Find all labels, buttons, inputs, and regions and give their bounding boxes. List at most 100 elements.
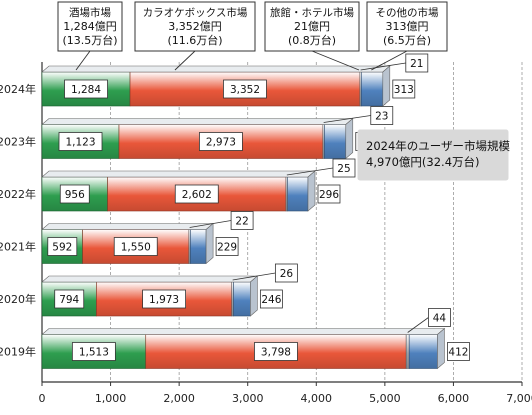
value-label: 592 xyxy=(52,242,72,254)
value-label-box xyxy=(58,132,103,151)
value-label-box xyxy=(215,237,239,256)
legend-leader xyxy=(174,50,196,71)
value-label-box xyxy=(274,263,298,283)
value-label: 21 xyxy=(410,58,423,70)
value-label-box xyxy=(230,211,254,230)
legend-leader xyxy=(311,50,360,71)
bar-2 xyxy=(405,334,410,369)
bar-3 xyxy=(287,176,309,212)
x-tick-label: 5,000 xyxy=(369,392,401,405)
bar-3 xyxy=(361,71,384,107)
x-tick-label: 4,000 xyxy=(301,392,333,405)
y-tick-label: 2022年 xyxy=(0,187,36,201)
legend-leader xyxy=(371,50,408,71)
y-tick-label: 2019年 xyxy=(0,345,36,359)
value-label: 313 xyxy=(394,84,414,96)
value-label: 246 xyxy=(261,294,281,306)
value-label-box xyxy=(392,79,416,99)
legend-box xyxy=(264,1,360,52)
value-label-box xyxy=(254,342,298,361)
bar-3 xyxy=(324,124,347,159)
x-tick-label: 7,000 xyxy=(506,392,532,405)
bar-top-face xyxy=(41,170,316,178)
bar-side-face xyxy=(382,65,391,107)
leader-line xyxy=(360,62,406,71)
value-label-box xyxy=(370,106,394,125)
value-label: 956 xyxy=(65,189,85,201)
value-label-box xyxy=(71,342,116,361)
value-label: 1,123 xyxy=(65,137,95,149)
y-tick-label: 2021年 xyxy=(0,240,36,254)
value-label: 23 xyxy=(375,111,388,123)
bar-side-face xyxy=(345,117,354,160)
value-label: 3,798 xyxy=(261,347,291,359)
x-tick-label: 3,000 xyxy=(232,392,264,405)
value-label: 1,973 xyxy=(149,294,179,306)
annotation-text: 4,970億円(32.4万台) xyxy=(366,155,480,169)
bar-3 xyxy=(233,281,251,317)
value-label-box xyxy=(447,342,470,361)
y-tick-label: 2023年 xyxy=(0,135,36,149)
legend-leader xyxy=(75,50,91,71)
legend-box-text: その他の市場 xyxy=(376,6,439,19)
legend-box-text: (11.6万台) xyxy=(167,33,222,47)
value-label-box xyxy=(113,237,158,256)
legend-box-text: カラオケボックス市場 xyxy=(143,6,248,19)
legend-box-text: 旅館・ホテル市場 xyxy=(270,6,354,19)
value-label-box xyxy=(428,308,451,327)
value-label: 2,973 xyxy=(206,137,236,149)
legend-box-text: (0.8万台) xyxy=(288,33,336,47)
y-tick-label: 2024年 xyxy=(0,82,36,96)
bar-top-face xyxy=(41,65,391,73)
value-label: 44 xyxy=(433,313,447,325)
value-label-box xyxy=(332,158,356,178)
legend-box xyxy=(57,1,123,52)
value-label-box xyxy=(47,237,78,256)
legend-box-text: 21億円 xyxy=(294,20,330,33)
legend-box-text: 313億円 xyxy=(386,20,429,33)
bar-3 xyxy=(408,334,438,369)
value-label-box xyxy=(317,184,341,204)
value-label-box xyxy=(223,79,267,99)
legend-box-text: 3,352億円 xyxy=(168,20,222,33)
value-label: 1,513 xyxy=(79,347,109,359)
y-tick-label: 2020年 xyxy=(0,292,36,306)
value-label: 794 xyxy=(59,294,79,306)
legend-box-text: 1,284億円 xyxy=(63,20,117,33)
leader-line xyxy=(232,272,276,281)
leader-line xyxy=(286,167,334,176)
value-label-box xyxy=(64,79,108,99)
value-label: 1,284 xyxy=(71,84,101,96)
bar-side-face xyxy=(307,170,316,212)
value-label-box xyxy=(54,289,85,309)
annotation-text: 2024年のユーザー市場規模 xyxy=(366,139,511,153)
value-label-box xyxy=(199,132,243,151)
value-label: 229 xyxy=(217,242,237,254)
value-label: 1,550 xyxy=(121,242,151,254)
value-label: 26 xyxy=(280,268,294,280)
value-label: 25 xyxy=(337,163,350,175)
legend-box xyxy=(134,1,256,52)
x-tick-label: 0 xyxy=(39,392,46,405)
value-label: 22 xyxy=(235,216,248,228)
x-tick-label: 6,000 xyxy=(438,392,470,405)
bar-top-face xyxy=(41,223,214,230)
annotation-box xyxy=(357,129,509,181)
bar-side-face xyxy=(250,275,258,317)
value-label-box xyxy=(59,184,90,204)
bar-top-face xyxy=(41,275,259,283)
legend-box-text: (13.5万台) xyxy=(62,33,117,47)
bar-top-face xyxy=(41,328,446,335)
value-label: 296 xyxy=(319,189,339,201)
x-tick-label: 1,000 xyxy=(95,392,127,405)
legend-box-text: 酒場市場 xyxy=(69,6,111,19)
bar-3 xyxy=(190,229,207,264)
bar-top-face xyxy=(41,118,354,125)
value-label: 2,602 xyxy=(182,189,212,201)
bar-side-face xyxy=(205,222,214,265)
value-label-box xyxy=(259,289,283,309)
leader-line xyxy=(189,220,232,228)
value-label: 412 xyxy=(448,347,468,359)
